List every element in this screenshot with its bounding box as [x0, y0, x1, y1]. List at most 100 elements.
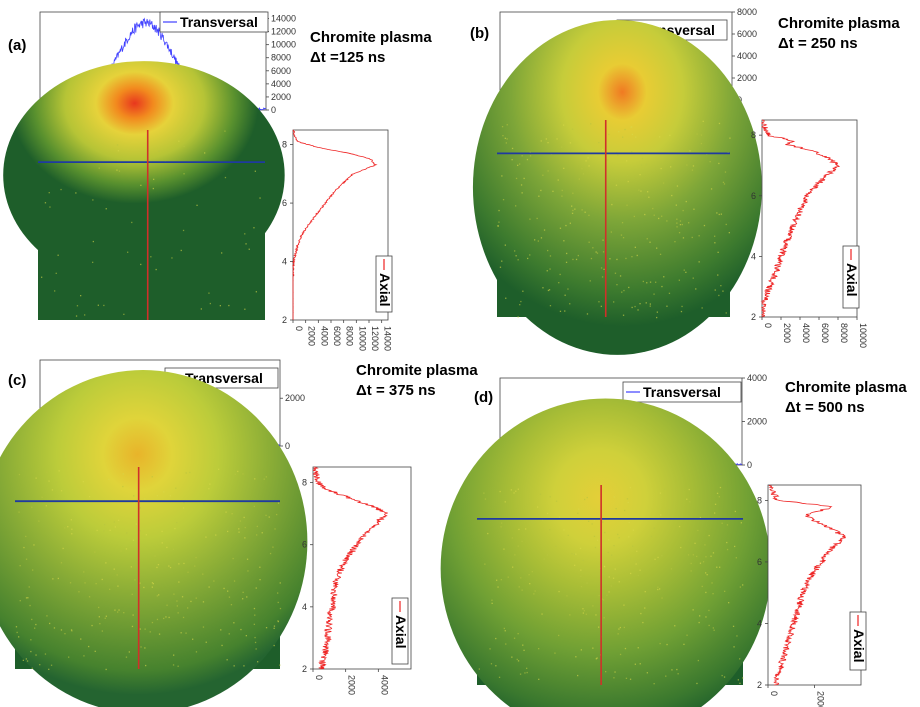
image-speckle: [526, 158, 529, 161]
image-speckle: [705, 556, 707, 558]
transversal-y-tick-label: 2000: [747, 417, 767, 427]
image-speckle: [582, 608, 584, 610]
image-speckle: [554, 652, 556, 654]
transversal-legend: [159, 11, 269, 33]
image-speckle: [517, 259, 519, 261]
image-speckle: [657, 588, 659, 591]
image-speckle: [613, 677, 615, 679]
image-speckle: [178, 581, 180, 583]
image-speckle: [25, 658, 27, 660]
image-speckle: [31, 618, 33, 621]
image-speckle: [149, 631, 151, 633]
image-speckle: [33, 544, 35, 546]
image-speckle: [15, 626, 18, 628]
image-speckle: [256, 525, 258, 528]
image-speckle: [674, 625, 676, 627]
image-speckle: [223, 587, 225, 590]
image-speckle: [183, 502, 185, 504]
image-speckle: [31, 506, 33, 508]
image-speckle: [611, 203, 613, 206]
image-speckle: [104, 617, 106, 619]
image-speckle: [54, 290, 56, 292]
image-speckle: [154, 555, 156, 557]
image-speckle: [573, 553, 576, 555]
image-speckle: [670, 568, 673, 570]
image-speckle: [717, 251, 719, 253]
transversal-y-tick-label: 4000: [747, 373, 767, 383]
panel-label: (c): [8, 372, 26, 389]
image-speckle: [265, 514, 267, 516]
image-speckle: [618, 131, 620, 133]
image-speckle: [268, 516, 270, 518]
image-speckle: [581, 167, 583, 170]
image-speckle: [610, 231, 612, 233]
image-speckle: [263, 478, 265, 480]
image-speckle: [233, 622, 235, 624]
image-speckle: [630, 572, 632, 575]
image-speckle: [549, 268, 551, 270]
axial-legend-label: Axial: [393, 615, 409, 648]
image-speckle: [520, 300, 522, 303]
image-speckle: [585, 613, 587, 615]
image-speckle: [708, 624, 710, 627]
image-speckle: [521, 589, 523, 591]
image-speckle: [733, 646, 735, 648]
axial-legend-label: Axial: [377, 273, 393, 306]
image-speckle: [22, 659, 24, 661]
image-speckle: [563, 167, 565, 169]
image-speckle: [131, 221, 133, 224]
image-speckle: [557, 179, 559, 181]
image-speckle: [46, 471, 48, 473]
image-speckle: [156, 595, 158, 597]
image-speckle: [692, 165, 695, 167]
axial-y-tick-label: 8: [757, 495, 762, 505]
image-speckle: [195, 597, 197, 599]
image-speckle: [55, 481, 58, 483]
image-speckle: [623, 604, 625, 606]
image-speckle: [588, 165, 590, 167]
image-speckle: [580, 575, 582, 577]
image-speckle: [244, 537, 246, 539]
image-speckle: [622, 314, 625, 316]
image-speckle: [28, 586, 30, 588]
image-speckle: [548, 289, 551, 291]
image-speckle: [725, 223, 727, 226]
axial-y-tick-label: 2: [751, 312, 756, 322]
image-speckle: [240, 628, 242, 631]
image-speckle: [76, 305, 79, 307]
image-speckle: [202, 573, 204, 575]
image-speckle: [208, 586, 210, 588]
image-speckle: [608, 539, 610, 541]
image-speckle: [496, 579, 498, 581]
image-speckle: [661, 555, 663, 557]
image-speckle: [539, 493, 542, 495]
image-speckle: [19, 565, 21, 567]
image-speckle: [510, 489, 512, 491]
image-speckle: [163, 617, 165, 620]
image-speckle: [166, 604, 168, 606]
image-speckle: [132, 614, 134, 616]
image-speckle: [552, 190, 554, 192]
image-speckle: [737, 679, 739, 681]
image-speckle: [265, 476, 267, 478]
image-speckle: [123, 313, 125, 315]
image-speckle: [253, 505, 255, 508]
axial-frame: [761, 119, 858, 318]
axial-x-tick-label: 2000: [347, 675, 357, 695]
image-speckle: [104, 524, 106, 526]
image-speckle: [669, 134, 671, 136]
image-speckle: [517, 660, 520, 662]
image-speckle: [71, 528, 73, 530]
image-speckle: [60, 188, 62, 191]
image-speckle: [566, 252, 568, 255]
image-speckle: [41, 496, 43, 498]
axial-legend-label: Axial: [851, 629, 867, 662]
image-speckle: [157, 564, 160, 566]
image-speckle: [538, 648, 540, 650]
chart-subtitle: Δt = 250 ns: [778, 35, 858, 52]
transversal-y-tick-label: 14000: [271, 14, 296, 24]
image-speckle: [92, 261, 94, 263]
image-speckle: [564, 294, 566, 296]
image-speckle: [38, 520, 40, 522]
image-speckle: [644, 213, 646, 216]
